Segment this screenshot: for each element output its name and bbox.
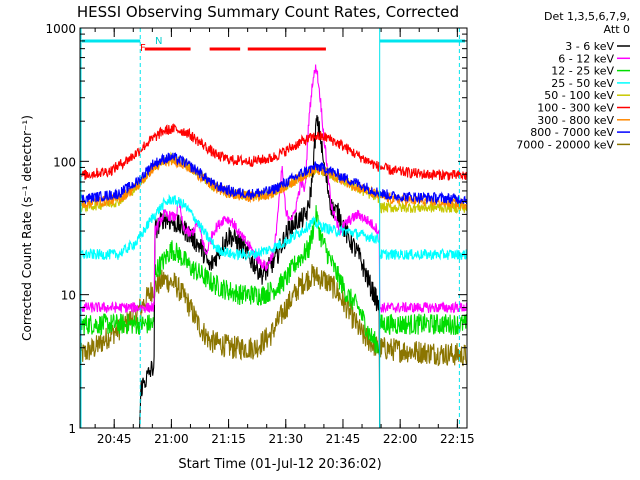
x-tick-label-0: 20:45 <box>97 432 132 446</box>
legend-label-2: 12 - 25 keV <box>551 65 614 78</box>
x-tick-label-3: 21:30 <box>268 432 303 446</box>
x-axis-label: Start Time (01-Jul-12 20:36:02) <box>178 457 381 472</box>
series-line-7 <box>80 151 467 206</box>
y-axis: 1 10 100 1000 <box>45 22 467 436</box>
y-tick-label-2: 100 <box>53 155 76 169</box>
legend-label-6: 300 - 800 keV <box>537 114 614 127</box>
legend-label-4: 50 - 100 keV <box>544 89 614 102</box>
flare-label: F <box>140 43 146 54</box>
x-axis: 20:45 21:00 21:15 21:30 21:45 22:00 22:15 <box>94 28 475 446</box>
attenuator-label: N <box>155 36 162 47</box>
plot-frame <box>79 27 468 429</box>
x-tick-label-6: 22:15 <box>440 432 475 446</box>
legend-label-0: 3 - 6 keV <box>565 40 614 53</box>
x-tick-label-2: 21:15 <box>211 432 246 446</box>
overlay-layer <box>80 28 465 428</box>
x-tick-label-4: 21:45 <box>326 432 361 446</box>
chart-title: HESSI Observing Summary Count Rates, Cor… <box>77 3 459 21</box>
legend-header-line-2: Att 0 <box>604 23 630 36</box>
y-tick-label-3: 1000 <box>45 22 76 36</box>
x-tick-label-1: 21:00 <box>154 432 189 446</box>
y-tick-label-1: 10 <box>61 289 76 303</box>
y-axis-label: Corrected Count Rate (s⁻¹ detector⁻¹) <box>20 115 34 341</box>
series-line-3 <box>80 193 467 262</box>
series-line-8 <box>80 264 467 367</box>
series-layer <box>80 64 467 428</box>
legend-label-7: 800 - 7000 keV <box>530 126 614 139</box>
y-tick-label-0: 1 <box>68 422 76 436</box>
legend-label-3: 25 - 50 keV <box>551 77 614 90</box>
legend-label-1: 6 - 12 keV <box>558 52 614 65</box>
series-line-5 <box>80 123 467 182</box>
legend-label-5: 100 - 300 keV <box>537 102 614 115</box>
x-tick-label-5: 22:00 <box>383 432 418 446</box>
legend-label-8: 7000 - 20000 keV <box>516 138 614 151</box>
series-line-2 <box>80 205 467 355</box>
series-line-0 <box>139 114 381 428</box>
legend-header-line-1: Det 1,3,5,6,7,9, <box>544 10 630 23</box>
